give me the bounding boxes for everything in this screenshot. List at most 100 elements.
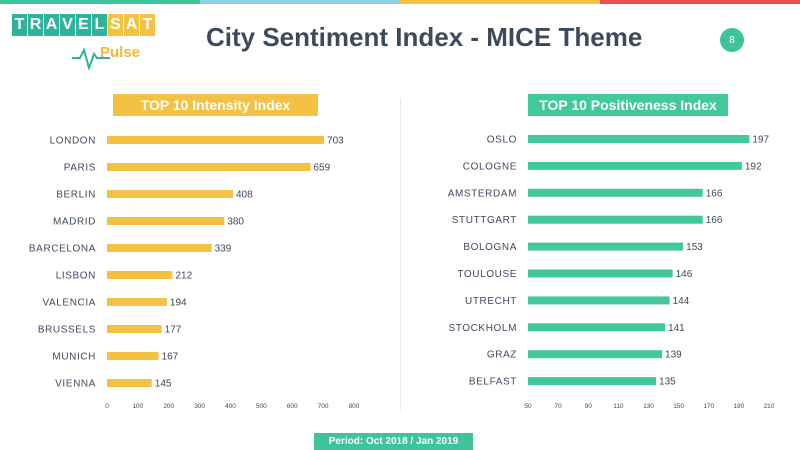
intensity-value-label: 145 <box>155 379 172 390</box>
page-number-badge: 8 <box>720 28 744 52</box>
logo-subtitle: Pulse <box>100 44 141 61</box>
intensity-tick-label: 100 <box>132 403 143 410</box>
intensity-bar <box>107 190 233 198</box>
positiveness-value-label: 153 <box>686 242 703 253</box>
positiveness-bar <box>528 188 703 197</box>
intensity-tick-label: 500 <box>256 403 267 410</box>
intensity-tick-label: 800 <box>349 403 360 410</box>
intensity-value-label: 659 <box>313 163 330 174</box>
intensity-bar <box>107 298 167 306</box>
intensity-category-label: BARCELONA <box>29 244 96 255</box>
positiveness-bar <box>528 269 673 278</box>
intensity-category-label: MADRID <box>53 217 96 228</box>
top-color-bar <box>0 0 800 4</box>
intensity-value-label: 408 <box>236 190 253 201</box>
positiveness-value-label: 135 <box>659 377 676 388</box>
pulse-wave-icon <box>72 48 110 70</box>
logo-letters: T R A V E L S A T <box>12 14 172 36</box>
page-title: City Sentiment Index - MICE Theme <box>206 22 643 52</box>
positiveness-value-label: 146 <box>676 269 693 280</box>
intensity-bar <box>107 163 311 171</box>
intensity-category-label: MUNICH <box>52 352 96 363</box>
positiveness-bar <box>528 350 663 359</box>
positiveness-bar <box>528 296 670 305</box>
logo-letter: S <box>108 14 123 36</box>
positiveness-category-label: STOCKHOLM <box>448 323 517 334</box>
intensity-category-label: LISBON <box>56 271 96 282</box>
positiveness-category-label: COLOGNE <box>463 161 517 172</box>
intensity-value-label: 177 <box>165 325 182 336</box>
intensity-tick-label: 700 <box>318 403 329 410</box>
positiveness-tick-label: 210 <box>764 403 775 410</box>
logo-letter: V <box>60 14 75 36</box>
intensity-tick-label: 200 <box>163 403 174 410</box>
positiveness-chart-title: TOP 10 Positiveness Index <box>528 94 728 116</box>
positiveness-tick-label: 90 <box>585 403 593 410</box>
positiveness-bar <box>528 135 750 143</box>
positiveness-value-label: 141 <box>668 323 685 334</box>
positiveness-tick-label: 170 <box>703 403 714 410</box>
positiveness-category-label: UTRECHT <box>465 296 517 307</box>
intensity-category-label: BRUSSELS <box>38 325 96 336</box>
positiveness-category-label: TOULOUSE <box>457 269 517 280</box>
intensity-value-label: 212 <box>175 271 192 282</box>
intensity-category-label: VALENCIA <box>42 298 96 309</box>
positiveness-tick-label: 150 <box>673 403 684 410</box>
intensity-bar <box>107 271 173 279</box>
intensity-value-label: 380 <box>227 217 244 228</box>
logo-letter: A <box>44 14 59 36</box>
intensity-tick-label: 600 <box>287 403 298 410</box>
intensity-tick-label: 400 <box>225 403 236 410</box>
intensity-bar <box>107 379 152 387</box>
panel-divider <box>400 98 401 410</box>
positiveness-category-label: STUTTGART <box>452 215 517 226</box>
top-bar-segment-yellow <box>400 0 600 4</box>
positiveness-tick-label: 50 <box>524 403 532 410</box>
positiveness-bar <box>528 215 703 224</box>
top-bar-segment-green <box>0 0 200 4</box>
positiveness-value-label: 144 <box>673 296 690 307</box>
intensity-category-label: PARIS <box>64 163 96 174</box>
positiveness-bar <box>528 242 684 251</box>
positiveness-category-label: OSLO <box>487 135 517 146</box>
logo-letter: L <box>92 14 107 36</box>
intensity-bar <box>107 244 212 252</box>
positiveness-category-label: BOLOGNA <box>463 242 517 253</box>
intensity-bar <box>107 217 225 225</box>
positiveness-tick-label: 70 <box>555 403 563 410</box>
intensity-category-label: LONDON <box>50 136 96 147</box>
logo-letter: T <box>140 14 155 36</box>
logo-letter: T <box>12 14 27 36</box>
positiveness-category-label: GRAZ <box>487 350 517 361</box>
period-badge: Period: Oct 2018 / Jan 2019 <box>314 433 473 450</box>
intensity-bar <box>107 352 159 360</box>
positiveness-value-label: 139 <box>665 350 682 361</box>
intensity-value-label: 167 <box>162 352 179 363</box>
intensity-tick-label: 0 <box>105 403 109 410</box>
travelsat-logo: T R A V E L S A T Pulse <box>12 14 172 74</box>
logo-letter: A <box>124 14 139 36</box>
intensity-value-label: 703 <box>327 136 344 147</box>
intensity-chart-title: TOP 10 Intensity Index <box>113 94 318 116</box>
positiveness-category-label: BELFAST <box>469 377 517 388</box>
intensity-category-label: VIENNA <box>55 379 96 390</box>
positiveness-tick-label: 130 <box>643 403 654 410</box>
intensity-category-label: BERLIN <box>56 190 96 201</box>
positiveness-category-label: AMSTERDAM <box>448 188 517 199</box>
positiveness-tick-label: 190 <box>733 403 744 410</box>
logo-letter: R <box>28 14 43 36</box>
positiveness-bar <box>528 377 657 386</box>
top-bar-segment-red <box>600 0 800 4</box>
positiveness-bar <box>528 161 742 170</box>
positiveness-value-label: 166 <box>706 188 723 199</box>
intensity-bar <box>107 325 162 333</box>
intensity-value-label: 194 <box>170 298 187 309</box>
intensity-tick-label: 300 <box>194 403 205 410</box>
positiveness-bar <box>528 323 666 332</box>
intensity-bar <box>107 136 325 144</box>
intensity-value-label: 339 <box>215 244 232 255</box>
positiveness-value-label: 166 <box>706 215 723 226</box>
positiveness-value-label: 192 <box>745 161 762 172</box>
positiveness-value-label: 197 <box>752 135 769 146</box>
